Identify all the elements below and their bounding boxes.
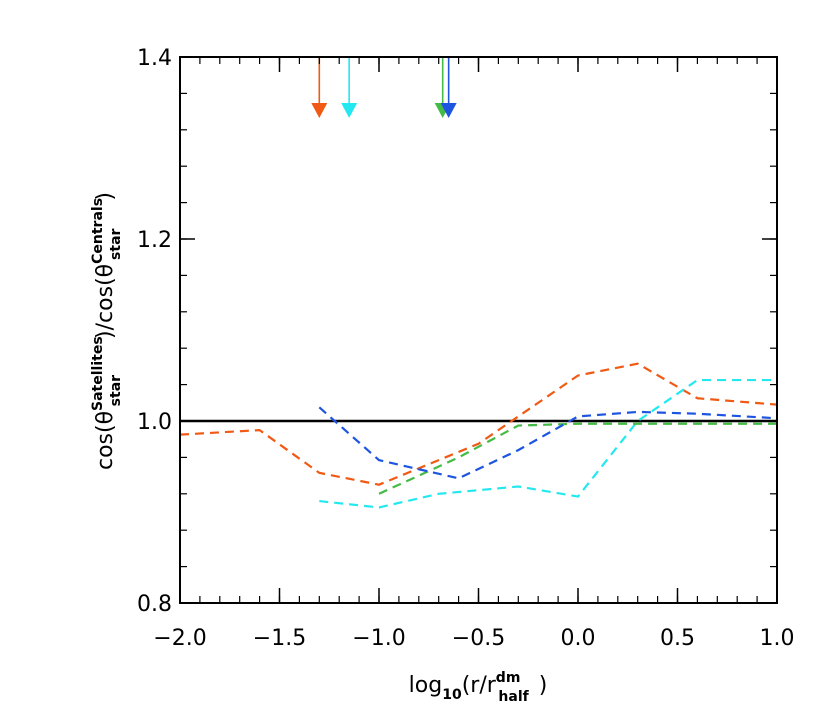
x-tick-label: −1.5 [253,626,306,651]
arrow-head-2 [341,103,358,118]
series-group [179,362,778,509]
x-tick-label: −2.0 [153,626,206,651]
series-line-1 [179,362,778,486]
arrow-head-1 [311,103,328,118]
y-axis-label: cos(θSatellites star)/cos(θCentrals star) [90,192,124,470]
y-tick-label: 1.4 [137,46,172,71]
x-tick-label: 0.5 [660,626,695,651]
x-tick-label: 1.0 [760,626,795,651]
plot-frame [179,56,778,604]
x-axis-label: log10(r/rdm half) [409,670,548,705]
y-tick-label: 0.8 [137,592,172,617]
series-line-4 [318,406,778,480]
arrow-markers [311,57,457,118]
series-line-2 [319,378,777,509]
x-tick-label: −1.0 [352,626,405,651]
y-tick-label: 1.2 [137,228,172,253]
x-tick-label: 0.0 [561,626,596,651]
series-line-3 [378,422,777,495]
y-tick-label: 1.0 [137,410,172,435]
arrow-head-4 [440,103,457,118]
axes: −2.0 −1.5 −1.0 −0.5 0.0 0.5 1.0 0.8 1.0 1.2 1.4 [137,46,795,651]
x-tick-label: −0.5 [452,626,505,651]
